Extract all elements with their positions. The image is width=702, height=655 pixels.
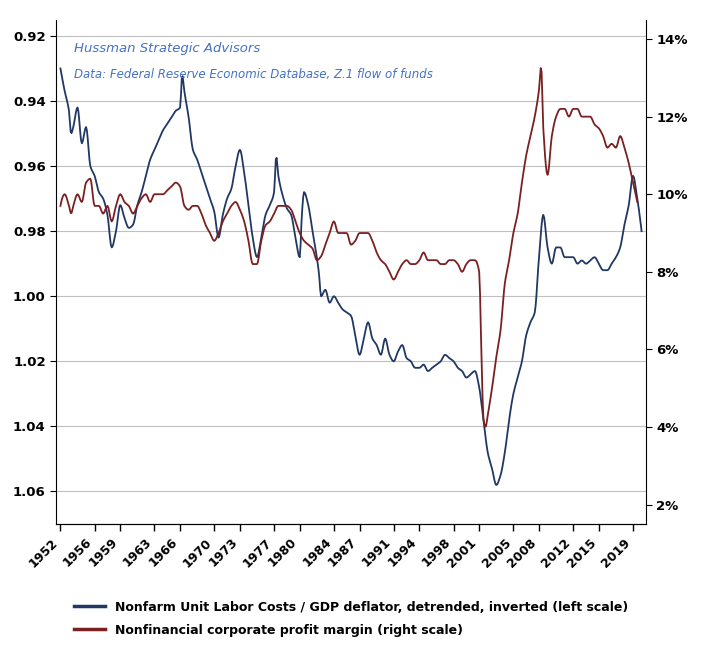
Text: Hussman Strategic Advisors: Hussman Strategic Advisors <box>74 43 260 55</box>
Text: Data: Federal Reserve Economic Database, Z.1 flow of funds: Data: Federal Reserve Economic Database,… <box>74 67 432 81</box>
Legend: Nonfarm Unit Labor Costs / GDP deflator, detrended, inverted (left scale), Nonfi: Nonfarm Unit Labor Costs / GDP deflator,… <box>69 596 633 642</box>
